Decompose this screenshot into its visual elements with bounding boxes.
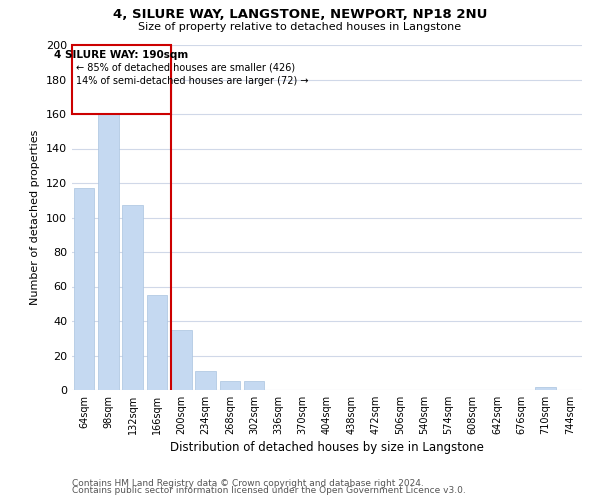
Text: 4 SILURE WAY: 190sqm: 4 SILURE WAY: 190sqm: [55, 50, 188, 60]
X-axis label: Distribution of detached houses by size in Langstone: Distribution of detached houses by size …: [170, 441, 484, 454]
FancyBboxPatch shape: [72, 45, 171, 114]
Bar: [122, 206, 143, 390]
Text: 4, SILURE WAY, LANGSTONE, NEWPORT, NP18 2NU: 4, SILURE WAY, LANGSTONE, NEWPORT, NP18 …: [113, 8, 487, 20]
Bar: [195, 371, 216, 390]
Bar: [74, 188, 94, 390]
Bar: [535, 386, 556, 390]
Bar: [146, 295, 167, 390]
Text: 14% of semi-detached houses are larger (72) →: 14% of semi-detached houses are larger (…: [76, 76, 308, 86]
Text: ← 85% of detached houses are smaller (426): ← 85% of detached houses are smaller (42…: [76, 62, 295, 72]
Y-axis label: Number of detached properties: Number of detached properties: [31, 130, 40, 305]
Bar: [244, 382, 265, 390]
Bar: [98, 107, 119, 390]
Text: Size of property relative to detached houses in Langstone: Size of property relative to detached ho…: [139, 22, 461, 32]
Bar: [220, 382, 240, 390]
Text: Contains public sector information licensed under the Open Government Licence v3: Contains public sector information licen…: [72, 486, 466, 495]
Text: Contains HM Land Registry data © Crown copyright and database right 2024.: Contains HM Land Registry data © Crown c…: [72, 478, 424, 488]
Bar: [171, 330, 191, 390]
